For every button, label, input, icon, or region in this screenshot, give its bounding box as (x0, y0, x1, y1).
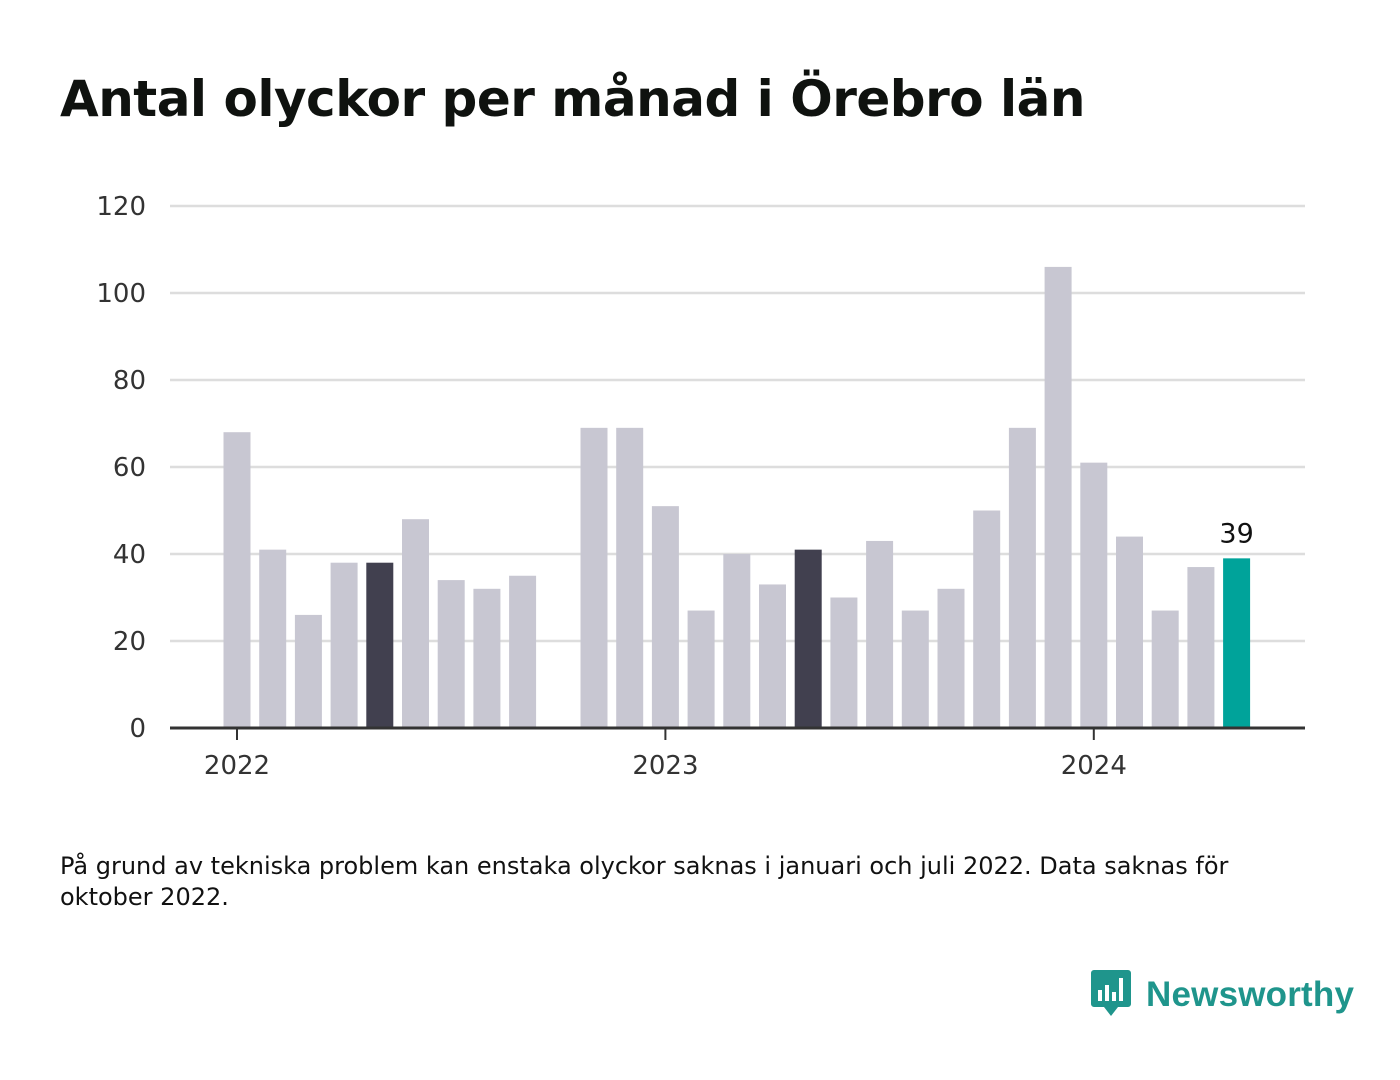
y-tick-label: 40 (113, 540, 146, 570)
bar-2022-06 (402, 519, 429, 728)
data-label-2024-05: 39 (1219, 518, 1253, 549)
bar-2022-12 (616, 427, 644, 728)
bar-2024-02 (1116, 536, 1143, 728)
x-axis-ticks: 2022 2023 2024 (204, 728, 1127, 781)
footnote: På grund av tekniska problem kan enstaka… (60, 852, 1229, 911)
bar-2023-08 (901, 610, 929, 728)
bar-chart: 0 20 40 60 80 100 120 39 2022 2023 2024 (96, 192, 1305, 781)
bar-2022-02 (259, 549, 287, 728)
bar-2023-09 (937, 588, 965, 728)
bar-2023-10 (973, 510, 1001, 728)
y-tick-label: 120 (96, 192, 146, 222)
bar-2022-09 (509, 575, 537, 728)
gridlines (170, 204, 1305, 643)
bar-2022-07 (437, 580, 465, 728)
bar-2023-12 (1044, 266, 1072, 728)
bar-2023-06 (830, 597, 858, 728)
bar-2022-01 (223, 432, 251, 728)
bar-2023-04 (759, 584, 786, 728)
bar-2022-05 (366, 562, 394, 728)
bar-2024-03 (1151, 610, 1179, 728)
y-tick-label: 100 (96, 279, 146, 309)
bar-2023-05 (794, 549, 822, 728)
bars (223, 266, 1251, 728)
bar-2023-01 (651, 506, 679, 728)
y-tick-label: 20 (113, 627, 146, 657)
bar-2022-08 (473, 588, 501, 728)
y-axis-ticks: 0 20 40 60 80 100 120 (96, 192, 146, 744)
x-tick-label: 2022 (204, 751, 270, 781)
x-tick-label: 2024 (1061, 751, 1127, 781)
brand-name: Newsworthy (1146, 975, 1355, 1014)
chart-title: Antal olyckor per månad i Örebro län (60, 70, 1085, 128)
bar-2022-04 (330, 562, 358, 728)
bar-2023-02 (687, 610, 715, 728)
bar-2023-11 (1008, 427, 1036, 728)
bar-2024-01 (1080, 462, 1108, 728)
bar-2022-03 (294, 614, 322, 728)
newsworthy-logo-icon (1090, 968, 1132, 1022)
bar-2023-03 (723, 554, 751, 728)
data-labels: 39 (1219, 518, 1253, 549)
y-tick-label: 80 (113, 366, 146, 396)
bar-2024-04 (1187, 567, 1215, 728)
y-tick-label: 60 (113, 453, 146, 483)
bar-2024-05 (1223, 558, 1251, 728)
bar-2023-07 (866, 540, 894, 728)
brand-logo[interactable]: Newsworthy (1090, 968, 1354, 1022)
bar-2022-11 (580, 427, 608, 728)
y-tick-label: 0 (129, 714, 146, 744)
x-tick-label: 2023 (632, 751, 698, 781)
